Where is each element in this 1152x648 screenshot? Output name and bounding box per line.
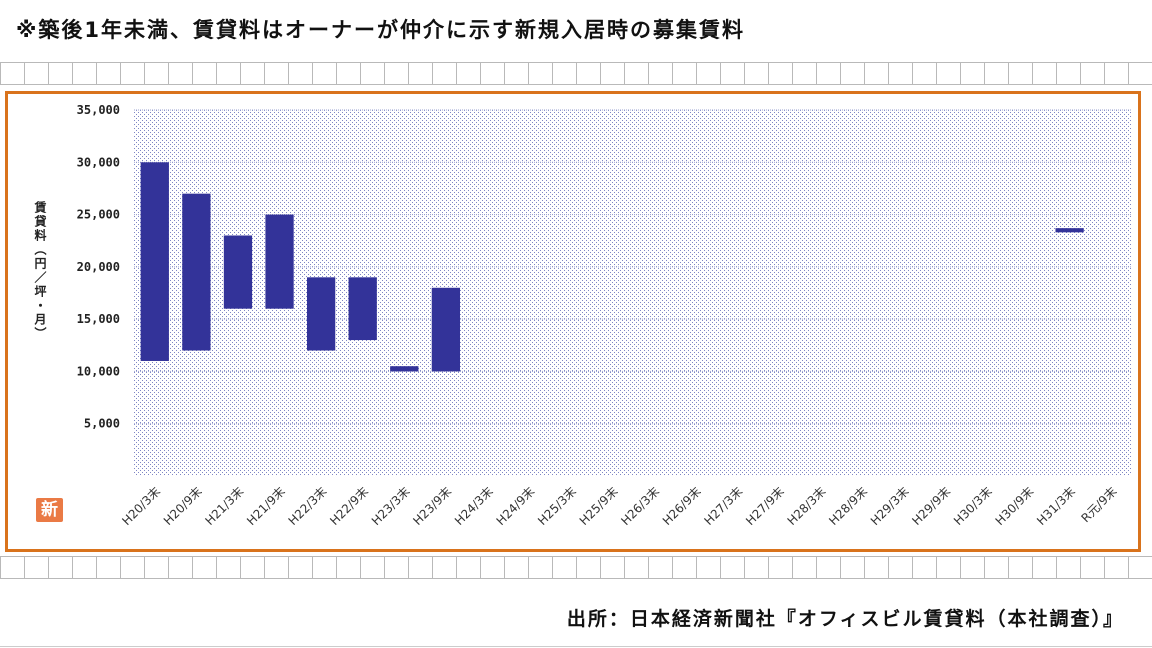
plot-area: [134, 110, 1132, 476]
range-bar-23: [1055, 228, 1084, 233]
x-tick-label: H28/9末: [826, 484, 870, 528]
grid-ruler-bottom: [0, 556, 1152, 579]
x-tick-label: H20/3末: [119, 484, 163, 528]
y-tick-label: 35,000: [77, 103, 120, 117]
x-tick-label: H29/3末: [868, 484, 912, 528]
x-tick-label: H30/3末: [951, 484, 995, 528]
x-tick-label: R元/9末: [1079, 484, 1120, 525]
range-bar-4: [265, 214, 294, 309]
x-tick-label: H28/3末: [785, 484, 829, 528]
range-bar-2: [182, 193, 211, 351]
x-tick-label: H21/9末: [244, 484, 288, 528]
x-tick-label: H26/3末: [618, 484, 662, 528]
grid-ruler-top: [0, 62, 1152, 85]
x-tick-label: H23/9末: [410, 484, 454, 528]
y-tick-label: 30,000: [77, 155, 120, 169]
range-bar-3: [223, 235, 253, 309]
divider: [0, 646, 1152, 647]
y-tick-label: 10,000: [77, 364, 120, 378]
x-tick-label: H22/9末: [327, 484, 371, 528]
x-tick-label: H24/9末: [494, 484, 538, 528]
x-tick-label: H23/3末: [369, 484, 413, 528]
chart-frame: 5,000 10,000 15,000 20,000 25,000 30,000 35,00…: [5, 91, 1141, 552]
bar-chart: 5,000 10,000 15,000 20,000 25,000 30,000 35,00…: [77, 103, 1132, 528]
x-tick-label: H24/3末: [452, 484, 496, 528]
x-tick-label: H20/9末: [161, 484, 205, 528]
x-tick-label: H21/3末: [202, 484, 246, 528]
x-tick-label: H25/3末: [535, 484, 579, 528]
x-tick-label: H31/3末: [1034, 484, 1078, 528]
y-axis-label: 賃貸料（円／坪・月）: [33, 201, 47, 341]
x-tick-label: H25/9末: [577, 484, 621, 528]
header-note: ※築後1年未満、賃貸料はオーナーが仲介に示す新規入居時の募集賃料: [16, 18, 746, 42]
x-tick-label: H27/9末: [743, 484, 787, 528]
x-tick-label: H30/9末: [993, 484, 1037, 528]
y-tick-label: 15,000: [77, 312, 120, 326]
new-badge-icon: 新: [36, 498, 63, 522]
x-tick-label: H29/9末: [909, 484, 953, 528]
y-tick-label: 25,000: [77, 208, 120, 222]
range-bar-1: [140, 162, 169, 361]
range-bar-6: [348, 277, 377, 341]
range-bar-8: [431, 287, 461, 372]
x-tick-label: H22/3末: [286, 484, 330, 528]
x-tick-label: H26/9末: [660, 484, 704, 528]
source-citation: 出所：日本経済新聞社『オフィスビル賃貸料（本社調査）』: [566, 608, 1124, 630]
x-tick-label: H27/3末: [701, 484, 745, 528]
y-tick-label: 5,000: [84, 417, 120, 431]
range-bar-7: [390, 366, 419, 372]
range-bar-5: [306, 277, 336, 351]
y-tick-label: 20,000: [77, 260, 120, 274]
